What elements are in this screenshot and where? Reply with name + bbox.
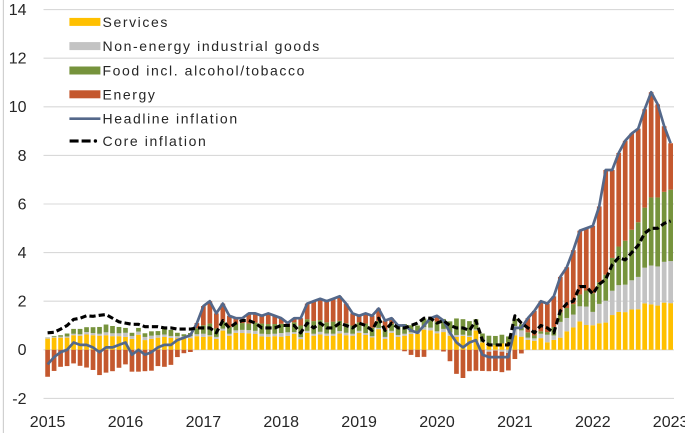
svg-text:6: 6 (18, 196, 27, 213)
svg-text:2020: 2020 (419, 414, 455, 431)
svg-text:Core inflation: Core inflation (103, 133, 208, 149)
svg-text:8: 8 (18, 148, 27, 165)
svg-text:Headline inflation: Headline inflation (103, 111, 239, 127)
svg-text:2022: 2022 (575, 414, 611, 431)
svg-text:4: 4 (18, 245, 27, 262)
svg-text:2021: 2021 (497, 414, 533, 431)
svg-text:12: 12 (9, 51, 27, 68)
svg-text:Energy: Energy (103, 86, 157, 102)
svg-text:2017: 2017 (186, 414, 222, 431)
svg-text:Services: Services (103, 14, 169, 30)
svg-text:Food incl. alcohol/tobacco: Food incl. alcohol/tobacco (103, 63, 306, 79)
svg-text:Non-energy industrial goods: Non-energy industrial goods (103, 38, 321, 54)
svg-text:2019: 2019 (341, 414, 377, 431)
svg-text:-2: -2 (12, 391, 26, 408)
svg-text:2: 2 (18, 294, 27, 311)
svg-text:10: 10 (9, 99, 27, 116)
svg-text:2023: 2023 (653, 414, 685, 431)
svg-text:0: 0 (18, 342, 27, 359)
svg-text:2015: 2015 (30, 414, 66, 431)
svg-text:14: 14 (9, 2, 27, 19)
svg-text:2016: 2016 (108, 414, 144, 431)
svg-text:2018: 2018 (263, 414, 299, 431)
